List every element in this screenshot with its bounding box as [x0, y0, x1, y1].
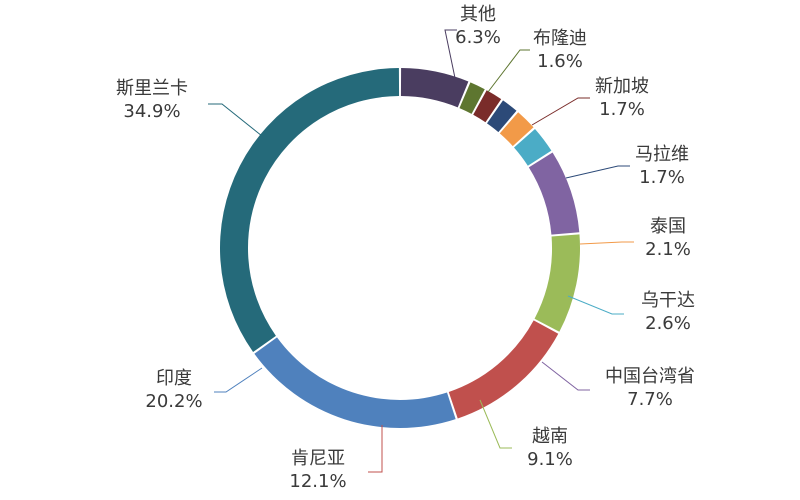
leader-line-9 [214, 367, 263, 393]
donut-slice-7 [534, 234, 580, 332]
slice-name-label-1: 布隆迪 [533, 28, 587, 49]
donut-slice-10 [219, 68, 400, 352]
slice-name-label-4: 泰国 [650, 216, 686, 237]
donut-slice-4 [499, 112, 534, 147]
slice-percent-label-8: 12.1% [289, 471, 346, 492]
slice-name-label-6: 中国台湾省 [605, 366, 695, 387]
donut-slice-6 [528, 152, 580, 235]
slice-percent-label-1: 1.6% [537, 51, 583, 72]
slice-name-label-5: 乌干达 [641, 290, 695, 311]
slice-percent-label-6: 7.7% [627, 389, 673, 410]
leader-line-3 [565, 165, 630, 179]
slice-name-label-0: 其他 [460, 4, 496, 25]
slice-percent-label-2: 1.7% [599, 99, 645, 120]
slice-percent-label-0: 6.3% [455, 27, 501, 48]
slice-percent-label-3: 1.7% [639, 167, 685, 188]
slices-layer [219, 68, 580, 428]
slice-percent-label-7: 9.1% [527, 449, 573, 470]
slice-percent-label-10: 34.9% [123, 101, 180, 122]
slice-name-label-7: 越南 [532, 426, 568, 447]
slice-percent-label-4: 2.1% [645, 239, 691, 260]
slice-name-label-9: 印度 [156, 368, 192, 389]
leader-line-8 [368, 425, 383, 473]
slice-name-label-8: 肯尼亚 [291, 448, 345, 469]
leader-line-1 [487, 49, 530, 93]
donut-slice-9 [254, 337, 456, 428]
slice-percent-label-9: 20.2% [145, 391, 202, 412]
slice-name-label-3: 马拉维 [635, 144, 689, 165]
leader-line-5 [567, 295, 624, 315]
leader-line-0 [444, 29, 457, 79]
slice-percent-label-5: 2.6% [645, 313, 691, 334]
slice-name-label-10: 斯里兰卡 [116, 78, 188, 99]
slice-name-label-2: 新加坡 [595, 76, 649, 97]
leader-line-7 [479, 399, 512, 449]
donut-slice-2 [473, 90, 502, 123]
leader-line-4 [579, 241, 634, 245]
donut-slice-1 [459, 82, 485, 114]
donut-slice-3 [486, 100, 517, 133]
donut-slice-0 [400, 68, 469, 108]
leader-line-6 [541, 361, 590, 391]
labels-layer: 其他6.3% 布隆迪1.6%新加坡1.7%马拉维1.7%泰国2.1%乌干达2.6%… [116, 4, 695, 492]
donut-slice-5 [513, 128, 552, 166]
leader-lines-layer [208, 29, 634, 473]
leader-line-10 [208, 103, 263, 137]
leader-line-2 [531, 97, 590, 126]
donut-slice-8 [448, 320, 559, 419]
